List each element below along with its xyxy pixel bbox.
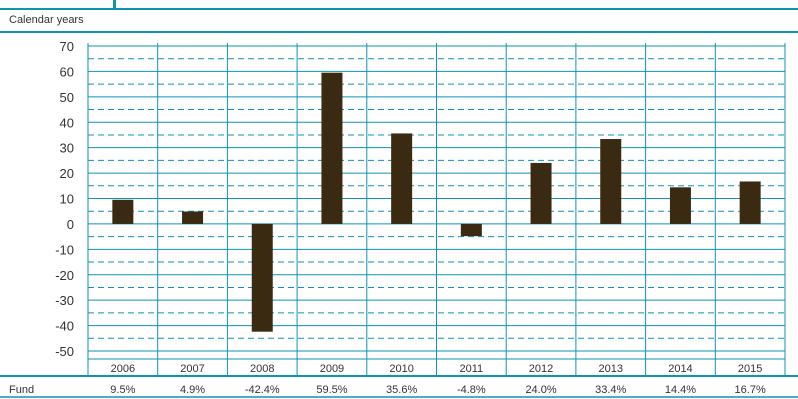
y-tick-label: 40 (60, 115, 74, 130)
table-value: 16.7% (735, 384, 766, 396)
y-tick-label: 20 (60, 166, 74, 181)
table-value: 14.4% (665, 384, 696, 396)
y-tick-label: 60 (60, 64, 74, 79)
y-tick-label: -10 (55, 242, 74, 257)
bar (251, 223, 273, 332)
x-category-label: 2006 (111, 363, 135, 375)
x-category-label: 2011 (460, 363, 484, 375)
chart-subtitle: Calendar years (9, 14, 84, 26)
y-tick-label: 10 (60, 192, 74, 207)
y-tick-label: 50 (60, 90, 74, 105)
bar (600, 139, 622, 224)
x-category-label: 2009 (320, 363, 344, 375)
x-category-label: 2013 (599, 363, 623, 375)
x-category-label: 2014 (668, 363, 692, 375)
bar (460, 223, 482, 237)
y-tick-label: 0 (67, 217, 74, 232)
bar (321, 72, 343, 224)
table-row-label: Fund (9, 384, 34, 396)
x-category-label: 2015 (738, 363, 762, 375)
y-tick-label: -20 (55, 268, 74, 283)
y-tick-label: 70 (60, 39, 74, 54)
table-value: 35.6% (386, 384, 417, 396)
bar (112, 199, 134, 224)
x-category-label: 2008 (250, 363, 274, 375)
table-value: -4.8% (457, 384, 486, 396)
bar (391, 133, 413, 224)
x-category-label: 2010 (389, 363, 413, 375)
table-value: 9.5% (110, 384, 135, 396)
y-tick-label: 30 (60, 141, 74, 156)
table-value: 4.9% (180, 384, 205, 396)
table-value: 59.5% (316, 384, 347, 396)
top-rule (0, 8, 798, 10)
bar (669, 187, 691, 224)
header-rule (0, 31, 798, 33)
bar (739, 181, 761, 224)
table-value: -42.4% (245, 384, 280, 396)
bar (530, 162, 552, 224)
y-tick-label: -50 (55, 344, 74, 359)
y-tick-label: -40 (55, 319, 74, 334)
x-category-label: 2012 (529, 363, 553, 375)
table-value: 33.4% (595, 384, 626, 396)
x-category-label: 2007 (180, 363, 204, 375)
table-value: 24.0% (525, 384, 556, 396)
bar (182, 211, 204, 224)
y-tick-label: -30 (55, 293, 74, 308)
accent-tick (113, 0, 116, 8)
